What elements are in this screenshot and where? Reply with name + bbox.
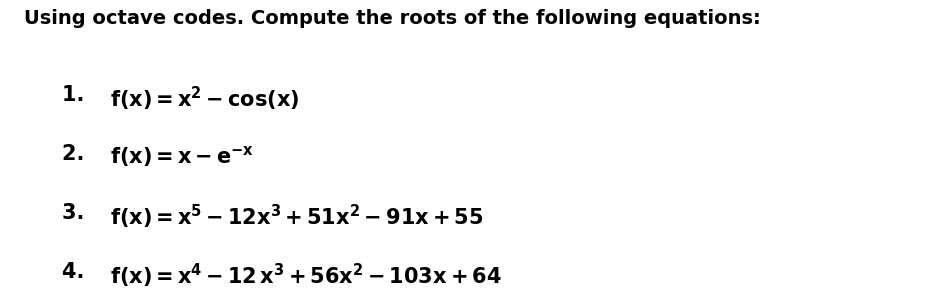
Text: $\mathbf{f(x) = x^2 - cos(x)}$: $\mathbf{f(x) = x^2 - cos(x)}$ [109,85,299,113]
Text: 2.: 2. [62,144,99,164]
Text: 1.: 1. [62,85,99,105]
Text: 4.: 4. [62,262,99,282]
Text: Using octave codes. Compute the roots of the following equations:: Using octave codes. Compute the roots of… [24,9,760,28]
Text: $\mathbf{f(x) = x^5 - 12x^3 + 51x^2 - 91x + 55}$: $\mathbf{f(x) = x^5 - 12x^3 + 51x^2 - 91… [109,203,483,231]
Text: $\mathbf{f(x) = x - e^{-x}}$: $\mathbf{f(x) = x - e^{-x}}$ [109,144,253,169]
Text: 3.: 3. [62,203,99,223]
Text: $\mathbf{f(x) = x^4 - 12\,x^3 + 56x^2 - 103x + 64}$: $\mathbf{f(x) = x^4 - 12\,x^3 + 56x^2 - … [109,262,501,290]
